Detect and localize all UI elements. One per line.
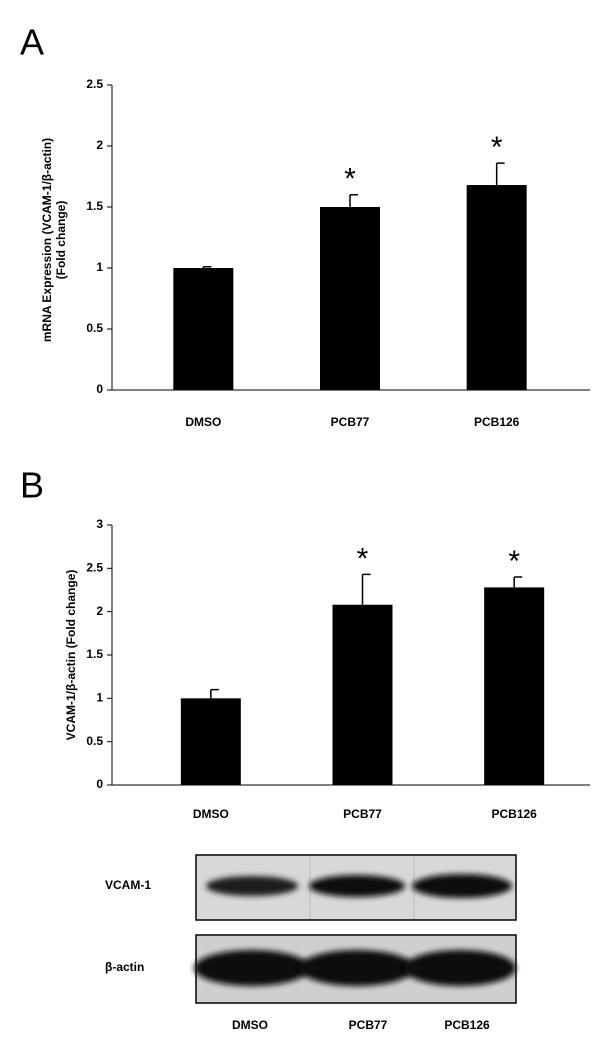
error-bar: [495, 162, 505, 186]
x-tick-label: DMSO: [185, 415, 221, 429]
bar: [320, 207, 380, 390]
blot-band: [299, 950, 415, 986]
blot-row-label: VCAM-1: [105, 878, 151, 892]
error-bar: [361, 573, 371, 605]
western-blot: [194, 854, 517, 1004]
y-tick-label: 2.5: [86, 561, 103, 575]
blot-lane-label: DMSO: [232, 1018, 268, 1032]
x-tick-label: PCB126: [474, 415, 520, 429]
y-axis-label: (Fold change): [54, 201, 68, 280]
bar: [466, 185, 527, 390]
blot-lane-label: PCB126: [444, 1018, 490, 1032]
y-tick-label: 3: [96, 517, 103, 531]
bar: [484, 587, 545, 785]
y-axis-label: VCAM-1/β-actin (Fold change): [64, 570, 78, 741]
significance-mark: *: [344, 163, 356, 196]
significance-mark: *: [491, 131, 503, 164]
blot-row-label: β-actin: [105, 960, 144, 974]
blot-band: [194, 950, 310, 986]
y-tick-label: 1: [96, 260, 103, 274]
blot-band: [309, 875, 405, 897]
y-tick-label: 1: [96, 691, 103, 705]
error-bar: [513, 576, 523, 588]
y-tick-label: 0: [96, 382, 103, 396]
x-tick-label: PCB77: [331, 415, 370, 429]
y-tick-label: 0.5: [86, 321, 103, 335]
error-bar: [349, 194, 358, 207]
y-axis-label: mRNA Expression (VCAM-1/β-actin): [40, 138, 54, 342]
y-tick-label: 0.5: [86, 734, 103, 748]
significance-mark: *: [357, 542, 369, 575]
blot-band: [404, 950, 516, 986]
error-bar: [202, 266, 212, 268]
y-tick-label: 1.5: [86, 647, 103, 661]
blot-lane-label: PCB77: [349, 1018, 388, 1032]
y-tick-label: 2: [96, 604, 103, 618]
bar: [173, 268, 234, 390]
panel-label: A: [20, 22, 44, 63]
y-tick-label: 2: [96, 138, 103, 152]
bar: [332, 604, 393, 785]
y-tick-label: 2.5: [86, 77, 103, 91]
y-tick-label: 1.5: [86, 199, 103, 213]
error-bar: [210, 688, 219, 699]
blot-band: [206, 876, 298, 896]
blot-band: [412, 874, 512, 898]
significance-mark: *: [508, 545, 520, 578]
x-tick-label: PCB77: [343, 807, 382, 821]
x-tick-label: PCB126: [491, 807, 537, 821]
bar: [180, 698, 241, 785]
x-tick-label: DMSO: [193, 807, 229, 821]
y-tick-label: 0: [96, 777, 103, 791]
panel-label: B: [20, 465, 44, 506]
